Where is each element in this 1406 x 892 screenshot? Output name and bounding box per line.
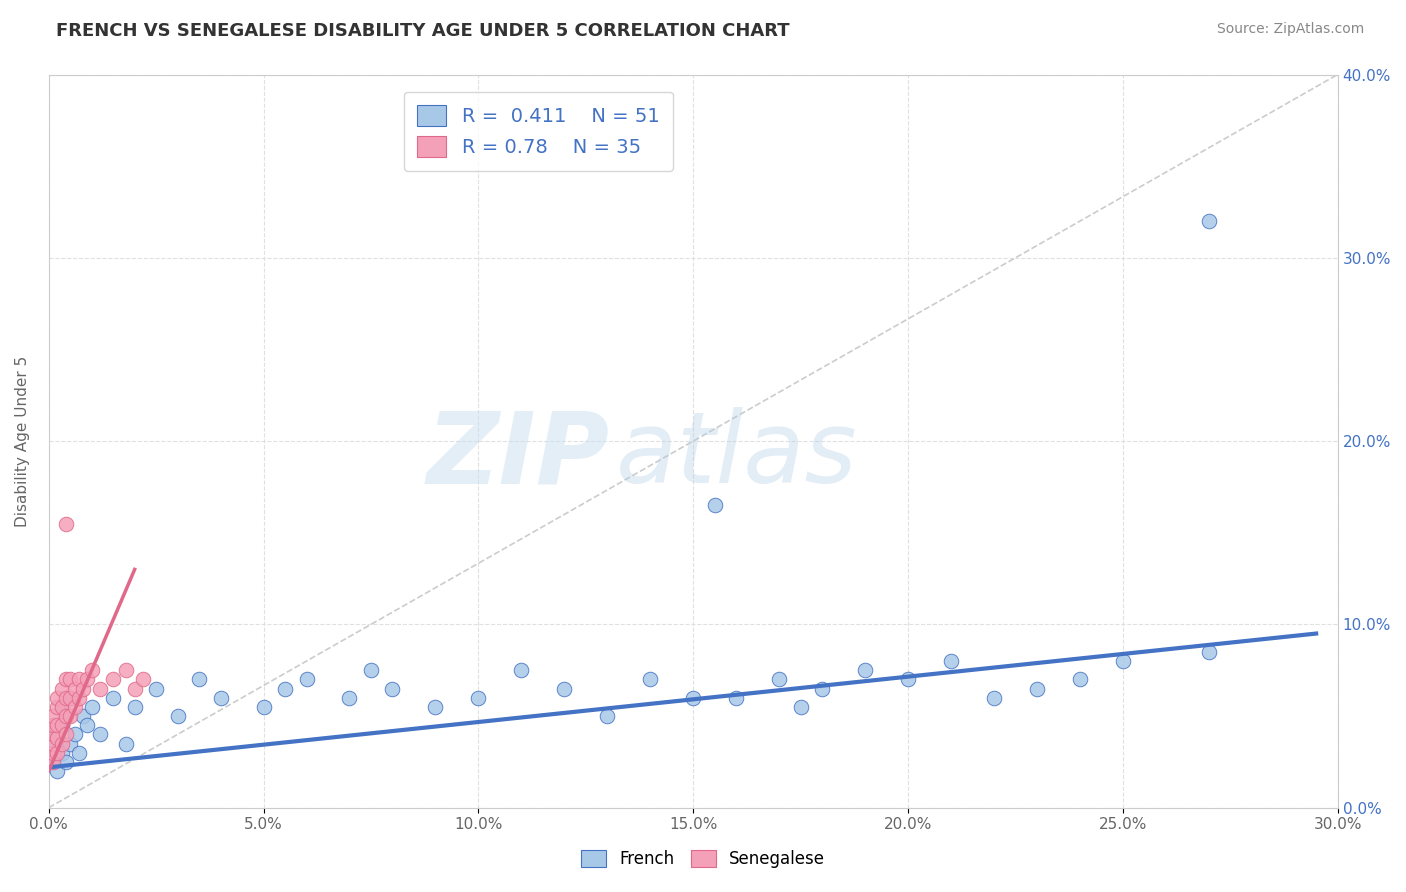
Point (59, 690, 82, 705)
Point (42, 737, 65, 751)
Point (1025, 681, 1047, 696)
Point (789, 699, 811, 714)
Point (188, 673, 211, 687)
Point (1112, 654, 1135, 668)
Point (55, 755, 77, 769)
Point (103, 673, 125, 687)
Point (1198, 645, 1220, 659)
Point (59, 690, 82, 705)
Point (42, 755, 65, 769)
Point (252, 699, 274, 714)
Point (51, 746, 73, 760)
Point (274, 681, 297, 696)
Point (59, 673, 82, 687)
Point (553, 681, 575, 696)
Point (166, 709, 188, 723)
Point (89, 727, 111, 741)
Point (425, 699, 447, 714)
Point (596, 709, 619, 723)
Point (55, 709, 77, 723)
Text: atlas: atlas (616, 408, 858, 504)
Point (46, 764, 69, 778)
Point (853, 663, 876, 677)
Point (145, 681, 167, 696)
Point (768, 673, 790, 687)
Point (1198, 214, 1220, 228)
Point (638, 673, 661, 687)
Point (811, 681, 834, 696)
Point (983, 690, 1005, 705)
Point (89, 681, 111, 696)
Point (55, 709, 77, 723)
Legend: French, Senegalese: French, Senegalese (574, 843, 832, 875)
Point (46, 727, 69, 741)
Point (339, 690, 361, 705)
Point (76, 718, 98, 732)
Point (55, 516, 77, 531)
Point (80, 699, 103, 714)
Point (510, 663, 533, 677)
Point (42, 755, 65, 769)
Point (76, 673, 98, 687)
Text: Source: ZipAtlas.com: Source: ZipAtlas.com (1216, 22, 1364, 37)
Point (63, 699, 86, 714)
Point (80, 663, 103, 677)
Text: FRENCH VS SENEGALESE DISABILITY AGE UNDER 5 CORRELATION CHART: FRENCH VS SENEGALESE DISABILITY AGE UNDE… (56, 22, 790, 40)
Point (55, 673, 77, 687)
Point (46, 746, 69, 760)
Point (360, 663, 382, 677)
Point (115, 663, 138, 677)
Point (703, 498, 725, 512)
Point (42, 709, 65, 723)
Point (46, 699, 69, 714)
Point (51, 718, 73, 732)
Point (115, 737, 138, 751)
Point (295, 673, 318, 687)
Point (46, 718, 69, 732)
Point (67, 746, 90, 760)
Point (46, 690, 69, 705)
Point (897, 673, 920, 687)
Point (42, 746, 65, 760)
Point (209, 690, 232, 705)
Legend: R =  0.411    N = 51, R = 0.78    N = 35: R = 0.411 N = 51, R = 0.78 N = 35 (404, 92, 673, 171)
Point (42, 718, 65, 732)
Point (72, 709, 94, 723)
Point (467, 690, 489, 705)
Point (51, 737, 73, 751)
Point (939, 654, 962, 668)
Point (381, 681, 404, 696)
Point (42, 727, 65, 741)
Point (67, 690, 90, 705)
Point (55, 690, 77, 705)
Point (682, 690, 704, 705)
Point (132, 673, 155, 687)
Point (59, 709, 82, 723)
Point (63, 681, 86, 696)
Point (51, 699, 73, 714)
Point (51, 718, 73, 732)
Point (42, 737, 65, 751)
Y-axis label: Disability Age Under 5: Disability Age Under 5 (15, 356, 30, 526)
Point (1069, 673, 1091, 687)
Point (46, 731, 69, 745)
Point (124, 681, 146, 696)
Point (59, 737, 82, 751)
Point (51, 681, 73, 696)
Point (124, 699, 146, 714)
Point (51, 699, 73, 714)
Text: ZIP: ZIP (426, 408, 609, 504)
Point (725, 690, 748, 705)
Point (67, 673, 90, 687)
Point (63, 727, 86, 741)
Point (103, 690, 125, 705)
Point (55, 727, 77, 741)
Point (72, 681, 94, 696)
